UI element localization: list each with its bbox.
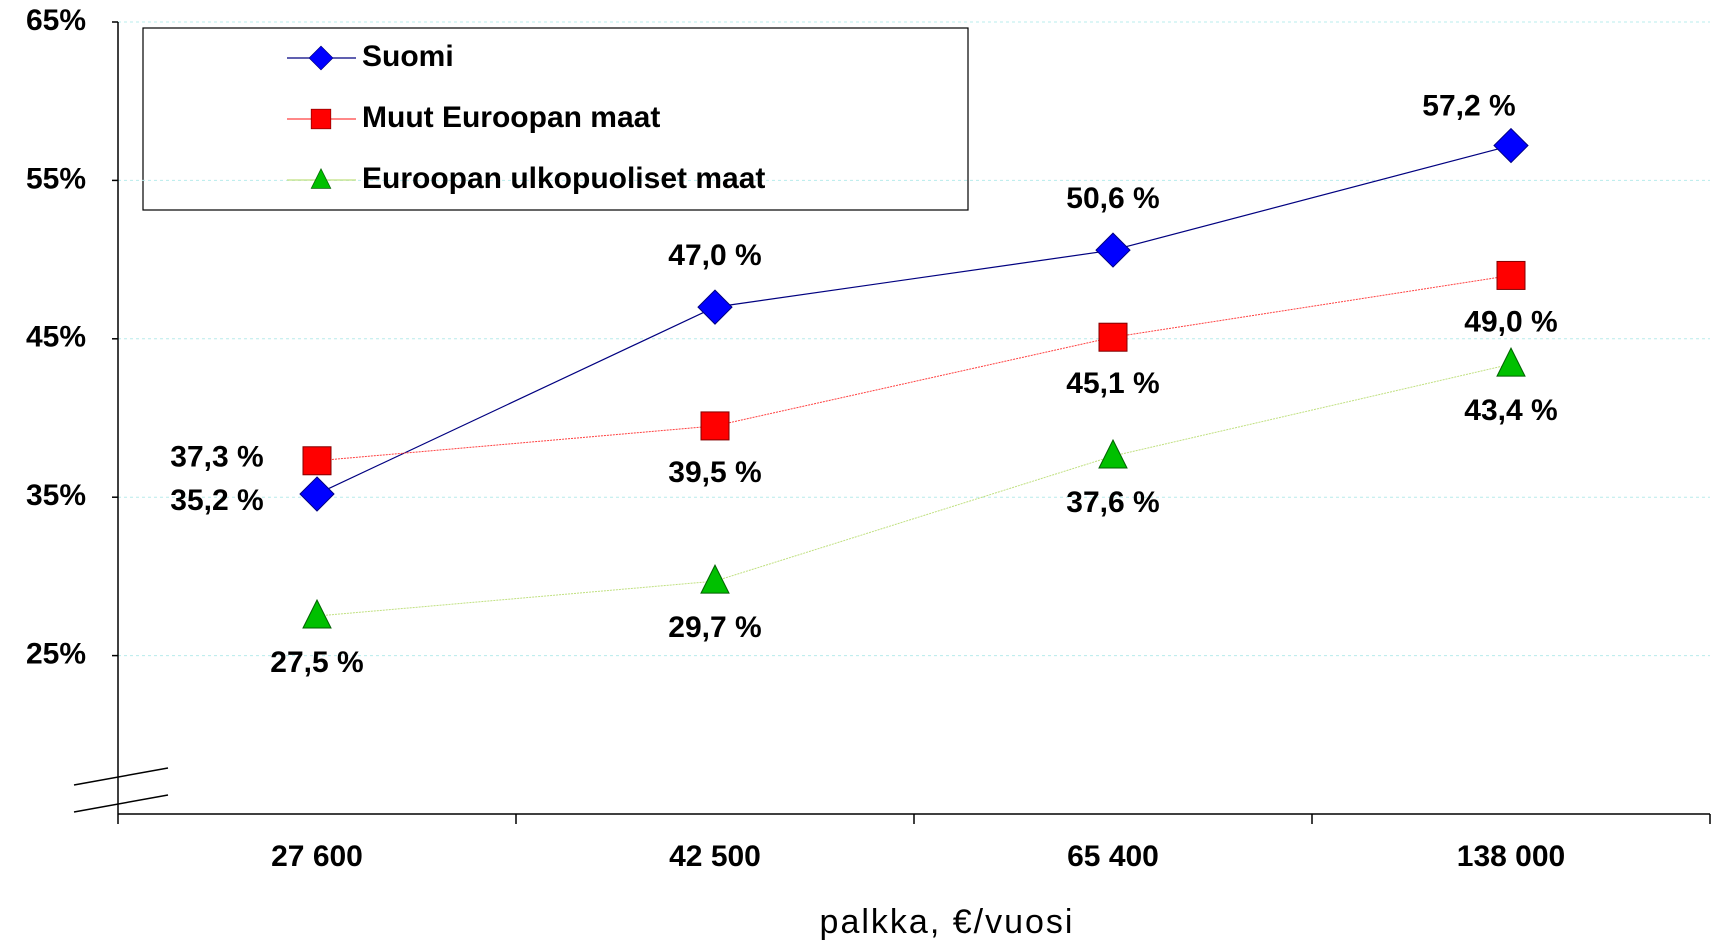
data-point (1496, 260, 1526, 290)
y-tick-label: 65% (26, 4, 86, 37)
data-label: 37,6 % (1066, 486, 1159, 519)
legend-marker (308, 45, 334, 71)
series-line (316, 274, 1512, 462)
legend-marker (310, 168, 332, 189)
data-label: 39,5 % (668, 456, 761, 489)
axis-break (73, 794, 169, 813)
x-tick-label: 65 400 (1067, 840, 1159, 873)
data-point (1095, 232, 1131, 268)
x-tick-label: 42 500 (669, 840, 761, 873)
data-label: 57,2 % (1422, 89, 1515, 122)
y-tick-label: 55% (26, 162, 86, 195)
data-point (700, 564, 730, 594)
legend-label: Suomi (362, 40, 454, 73)
x-tick-label: 138 000 (1457, 840, 1565, 873)
data-point (1496, 347, 1526, 377)
data-label: 47,0 % (668, 239, 761, 272)
legend-marker (310, 108, 332, 130)
data-label: 27,5 % (270, 646, 363, 679)
data-point (302, 598, 332, 629)
data-point (700, 411, 730, 441)
series-line (316, 363, 1512, 617)
legend-label: Euroopan ulkopuoliset maat (362, 162, 765, 195)
data-label: 49,0 % (1464, 305, 1557, 338)
data-label: 50,6 % (1066, 182, 1159, 215)
data-point (1098, 322, 1128, 352)
axis-break (73, 767, 169, 786)
data-point (697, 289, 733, 325)
y-tick-label: 35% (26, 479, 86, 512)
legend-label: Muut Euroopan maat (362, 101, 660, 134)
x-axis-label: palkka, €/vuosi (820, 903, 1075, 941)
data-point (1098, 438, 1128, 469)
legend-box (142, 27, 969, 211)
data-label: 37,3 % (170, 441, 263, 474)
series-line (316, 144, 1512, 495)
y-tick-label: 45% (26, 321, 86, 354)
data-label: 43,4 % (1464, 394, 1557, 427)
data-label: 45,1 % (1066, 367, 1159, 400)
data-label: 29,7 % (668, 611, 761, 644)
x-tick-label: 27 600 (271, 840, 363, 873)
data-point (299, 476, 335, 512)
data-point (1493, 127, 1529, 164)
data-label: 35,2 % (170, 484, 263, 517)
y-tick-label: 25% (26, 638, 86, 671)
data-point (302, 446, 332, 476)
